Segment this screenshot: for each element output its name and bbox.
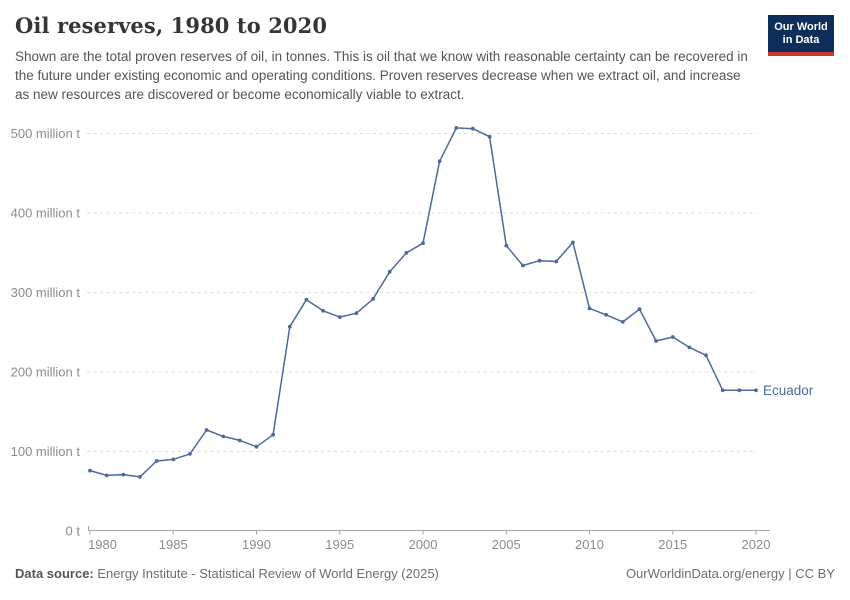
data-point <box>637 307 642 312</box>
data-point <box>620 320 625 324</box>
owid-logo[interactable]: Our World in Data <box>768 15 834 56</box>
x-axis-tick-label: 2015 <box>658 537 687 552</box>
data-point <box>237 438 242 443</box>
x-axis-tick-label: 2005 <box>492 537 521 552</box>
data-point <box>704 353 708 358</box>
data-point <box>371 297 375 301</box>
page-title: Oil reserves, 1980 to 2020 <box>15 13 328 38</box>
data-point <box>670 335 675 339</box>
data-point <box>287 324 292 329</box>
x-axis-tick-label: 1990 <box>242 537 271 552</box>
data-source-note: Data source: Energy Institute - Statisti… <box>15 566 439 581</box>
data-point <box>437 159 442 164</box>
data-point <box>687 345 692 350</box>
y-axis-tick-label: 500 million t <box>11 126 81 141</box>
data-point <box>454 126 459 130</box>
data-point <box>387 269 392 274</box>
data-point <box>521 263 525 268</box>
y-axis-tick-label: 0 t <box>66 524 81 539</box>
data-point <box>571 240 575 245</box>
data-point <box>171 457 176 462</box>
data-point <box>487 134 492 139</box>
data-point <box>737 388 742 393</box>
chart-header: Oil reserves, 1980 to 2020 Shown are the… <box>15 0 850 104</box>
data-point <box>321 308 325 313</box>
data-point <box>471 126 475 131</box>
data-point <box>154 459 159 463</box>
data-point <box>654 339 658 343</box>
data-line <box>89 127 756 478</box>
data-point <box>720 388 725 393</box>
data-point <box>354 311 359 316</box>
owid-logo-line2: in Data <box>782 34 820 46</box>
data-source-label: Data source: <box>15 566 94 581</box>
data-point <box>104 473 109 478</box>
series-label: Ecuador <box>763 383 814 398</box>
data-point <box>138 475 142 479</box>
data-point <box>271 432 275 437</box>
chart-footer: Data source: Energy Institute - Statisti… <box>15 566 835 581</box>
x-axis-tick-label: 1980 <box>88 537 117 552</box>
x-axis-tick-label: 2010 <box>575 537 604 552</box>
data-point <box>88 468 92 473</box>
data-point <box>337 315 342 319</box>
x-axis-tick-label: 2020 <box>742 537 771 552</box>
data-point <box>421 241 425 246</box>
data-point <box>754 388 758 393</box>
data-point <box>587 306 592 311</box>
x-axis-tick-label: 2000 <box>409 537 438 552</box>
data-point <box>504 243 509 248</box>
chart-subtitle: Shown are the total proven reserves of o… <box>15 49 748 102</box>
license-note: OurWorldinData.org/energy | CC BY <box>625 566 835 581</box>
x-axis-tick-label: 1995 <box>325 537 354 552</box>
data-point <box>604 312 608 317</box>
y-axis-tick-label: 200 million t <box>11 365 81 380</box>
data-point <box>221 434 226 439</box>
data-point <box>554 259 559 264</box>
x-axis-tick-label: 1985 <box>159 537 188 552</box>
data-point <box>204 428 209 432</box>
owid-logo-line1: Our World <box>774 21 828 33</box>
data-point <box>537 258 542 263</box>
y-axis-tick-label: 300 million t <box>11 285 81 300</box>
y-axis-tick-label: 100 million t <box>11 444 81 459</box>
data-point <box>304 297 309 302</box>
y-axis-tick-label: 400 million t <box>11 206 81 221</box>
data-point <box>188 452 192 456</box>
data-point <box>404 250 409 255</box>
data-point <box>121 472 126 477</box>
data-point <box>254 444 259 449</box>
data-source-text: Energy Institute - Statistical Review of… <box>93 566 439 581</box>
